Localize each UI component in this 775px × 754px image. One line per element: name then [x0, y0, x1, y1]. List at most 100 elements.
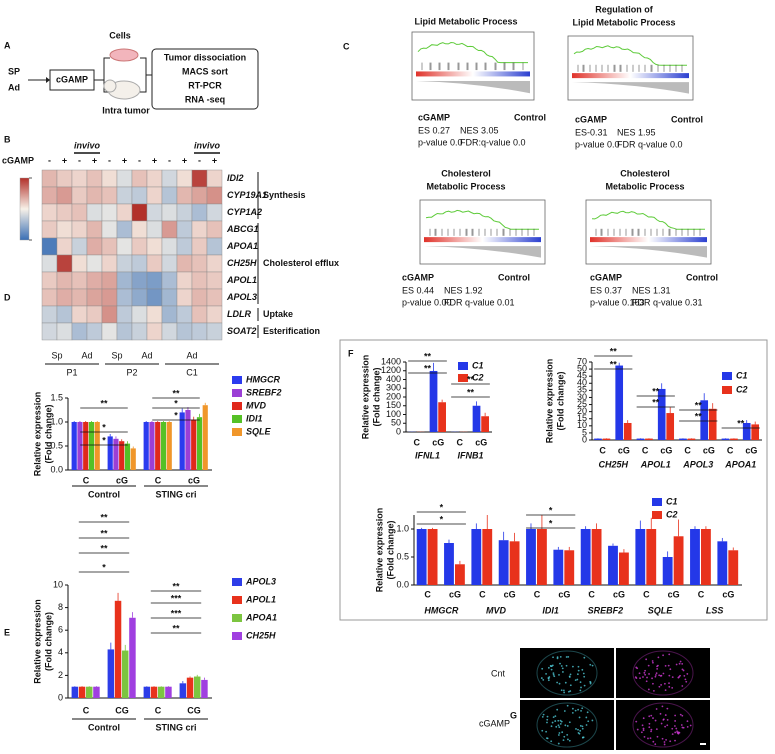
heatmap-cell: [116, 271, 133, 290]
column-label: +: [152, 155, 157, 165]
heatmap-cell: [191, 237, 208, 256]
heatmap-cell: [41, 305, 58, 324]
signal-dot: [560, 689, 563, 692]
heatmap-cell: [161, 322, 178, 341]
legend-swatch: [232, 415, 242, 423]
rank-bar: [572, 73, 689, 79]
significance-label: **: [424, 363, 432, 373]
significance-label: **: [172, 581, 180, 591]
step-label: MACS sort: [182, 66, 228, 76]
bar: [635, 529, 646, 585]
x-tick-label: CG: [187, 705, 201, 715]
heatmap-cell: [116, 237, 133, 256]
signal-dot: [558, 673, 560, 676]
column-label: +: [62, 155, 67, 165]
heatmap-cell: [86, 203, 103, 222]
heatmap-cell: [161, 186, 178, 205]
bar: [202, 405, 208, 470]
heatmap-cell: [101, 305, 118, 324]
signal-dot: [664, 725, 667, 728]
bar: [594, 438, 602, 440]
significance-label: **: [695, 411, 703, 421]
heatmap-cell: [206, 322, 223, 341]
signal-dot: [558, 732, 561, 734]
signal-dot: [681, 714, 684, 717]
signal-dot: [682, 669, 685, 672]
signal-dot: [668, 653, 671, 656]
signal-dot: [568, 721, 571, 724]
signal-dot: [579, 729, 582, 732]
heatmap-cell: [101, 271, 118, 290]
group-label: STING cri: [155, 722, 196, 732]
signal-dot: [583, 684, 586, 687]
signal-dot: [667, 664, 670, 667]
signal-dot: [556, 656, 559, 659]
gsea-stat: FDR q-value 0.0: [617, 139, 683, 149]
panel-frame: [339, 339, 768, 621]
legend-swatch: [232, 389, 242, 397]
gsea-stat: NES 1.31: [632, 285, 671, 295]
signal-dot: [579, 681, 582, 684]
signal-dot: [675, 663, 678, 666]
heatmap-cell: [86, 254, 103, 273]
y-tick-label: 150: [386, 400, 401, 410]
panel-label: G: [510, 710, 517, 720]
bar: [427, 529, 438, 585]
heatmap-cell: [146, 271, 163, 290]
significance-label: **: [695, 400, 703, 410]
signal-dot: [557, 742, 560, 745]
tissue-label: Ad: [141, 350, 152, 360]
heatmap-cell: [71, 254, 88, 273]
color-bar: [19, 177, 30, 241]
group-label: IFNL1: [415, 450, 440, 460]
column-label: -: [138, 155, 141, 165]
heatmap-cell: [176, 169, 193, 188]
heatmap-cell: [41, 237, 58, 256]
column-label: -: [108, 155, 111, 165]
heatmap-cell: [206, 237, 223, 256]
signal-dot: [674, 739, 676, 742]
legend-label: CH25H: [246, 630, 276, 640]
signal-dot: [583, 656, 586, 659]
gsea-title: Regulation of: [595, 4, 653, 14]
bar: [429, 370, 438, 432]
gsea-title: Cholesterol: [441, 168, 491, 178]
heatmap-cell: [116, 305, 133, 324]
signal-dot: [581, 725, 584, 728]
significance-label: **: [737, 418, 745, 428]
signal-dot: [585, 716, 588, 719]
agent-label: cGAMP: [56, 74, 88, 84]
mouse-label: Intra tumor: [102, 105, 150, 115]
heatmap-cell: [146, 220, 163, 239]
heatmap-cell: [146, 288, 163, 307]
y-tick-label: 30: [577, 392, 587, 402]
signal-dot: [652, 661, 654, 664]
signal-dot: [546, 715, 549, 718]
group-label: Control: [88, 489, 120, 499]
column-label: +: [122, 155, 127, 165]
gsea-stat: FDR q-value 0.31: [632, 297, 703, 307]
legend-swatch: [458, 374, 468, 382]
panel-label: F: [348, 348, 354, 358]
y-tick-label: 300: [386, 383, 401, 393]
signal-dot: [674, 731, 677, 734]
signal-dot: [643, 735, 646, 738]
signal-dot: [663, 682, 666, 685]
x-tick-label: cG: [722, 589, 734, 599]
significance-label: **: [652, 397, 660, 407]
significance-label: **: [610, 346, 618, 356]
y-axis-label: Relative expression: [32, 392, 42, 477]
signal-dot: [547, 679, 550, 682]
signal-dot: [540, 677, 543, 679]
heatmap-cell: [41, 288, 58, 307]
tissue-label: Sp: [111, 350, 122, 360]
group-label: STING cri: [155, 489, 196, 499]
tissue-outline: [536, 702, 598, 748]
heatmap-cell: [161, 254, 178, 273]
tissue-outline: [632, 702, 694, 748]
heatmap-cell: [101, 322, 118, 341]
heatmap-cell: [176, 305, 193, 324]
heatmap-cell: [101, 254, 118, 273]
heatmap-cell: [191, 254, 208, 273]
